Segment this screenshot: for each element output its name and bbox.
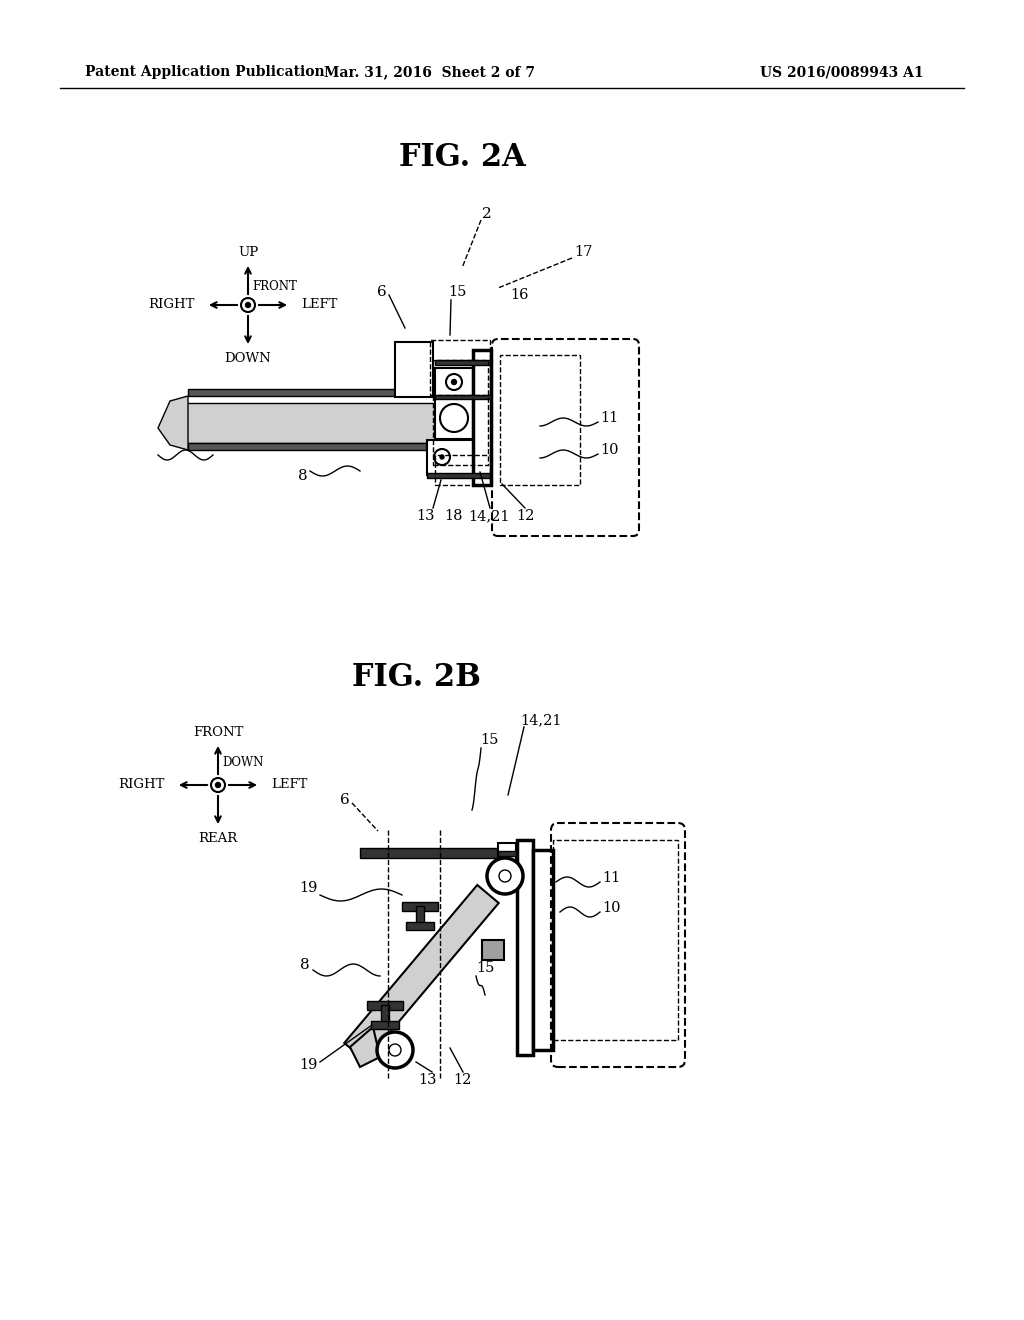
Text: Patent Application Publication: Patent Application Publication bbox=[85, 65, 325, 79]
FancyBboxPatch shape bbox=[517, 840, 534, 1055]
FancyBboxPatch shape bbox=[402, 902, 438, 911]
Text: 19: 19 bbox=[300, 880, 318, 895]
Circle shape bbox=[487, 858, 523, 894]
Text: 8: 8 bbox=[300, 958, 310, 972]
FancyBboxPatch shape bbox=[360, 847, 510, 858]
Text: 6: 6 bbox=[340, 793, 350, 807]
Text: RIGHT: RIGHT bbox=[148, 298, 195, 312]
Text: 10: 10 bbox=[600, 444, 618, 457]
Text: 14,21: 14,21 bbox=[468, 510, 510, 523]
Text: 16: 16 bbox=[510, 288, 528, 302]
Text: FRONT: FRONT bbox=[193, 726, 243, 739]
Text: 15: 15 bbox=[480, 733, 499, 747]
Text: 19: 19 bbox=[300, 1059, 318, 1072]
FancyBboxPatch shape bbox=[473, 350, 490, 484]
FancyBboxPatch shape bbox=[371, 1020, 399, 1030]
FancyBboxPatch shape bbox=[435, 395, 490, 399]
Circle shape bbox=[446, 374, 462, 389]
Text: US 2016/0089943 A1: US 2016/0089943 A1 bbox=[760, 65, 924, 79]
Circle shape bbox=[452, 380, 457, 384]
Text: Mar. 31, 2016  Sheet 2 of 7: Mar. 31, 2016 Sheet 2 of 7 bbox=[325, 65, 536, 79]
Text: 13: 13 bbox=[416, 510, 434, 523]
FancyBboxPatch shape bbox=[427, 473, 490, 478]
Text: 17: 17 bbox=[574, 246, 592, 259]
Text: 15: 15 bbox=[449, 285, 466, 300]
Text: 12: 12 bbox=[516, 510, 535, 523]
Text: DOWN: DOWN bbox=[222, 756, 263, 770]
FancyBboxPatch shape bbox=[406, 921, 434, 931]
FancyBboxPatch shape bbox=[381, 1005, 389, 1023]
Text: FIG. 2B: FIG. 2B bbox=[351, 663, 480, 693]
FancyBboxPatch shape bbox=[482, 940, 504, 960]
FancyBboxPatch shape bbox=[534, 850, 553, 1049]
Text: 13: 13 bbox=[419, 1073, 437, 1086]
Circle shape bbox=[389, 1044, 401, 1056]
FancyBboxPatch shape bbox=[435, 397, 473, 440]
FancyBboxPatch shape bbox=[427, 440, 482, 475]
Text: 8: 8 bbox=[298, 469, 308, 483]
Circle shape bbox=[440, 404, 468, 432]
Text: REAR: REAR bbox=[199, 833, 238, 846]
Text: 12: 12 bbox=[453, 1073, 471, 1086]
Circle shape bbox=[241, 298, 255, 312]
Polygon shape bbox=[350, 1027, 380, 1067]
FancyBboxPatch shape bbox=[395, 342, 433, 397]
Circle shape bbox=[246, 302, 251, 308]
Text: LEFT: LEFT bbox=[301, 298, 337, 312]
FancyBboxPatch shape bbox=[435, 368, 473, 396]
FancyBboxPatch shape bbox=[367, 1001, 403, 1010]
Text: 18: 18 bbox=[443, 510, 462, 523]
Text: LEFT: LEFT bbox=[271, 779, 307, 792]
Text: UP: UP bbox=[238, 247, 258, 260]
FancyBboxPatch shape bbox=[188, 444, 475, 450]
Text: 2: 2 bbox=[482, 207, 492, 220]
Text: DOWN: DOWN bbox=[224, 352, 271, 366]
Text: 6: 6 bbox=[377, 285, 387, 300]
Polygon shape bbox=[344, 884, 499, 1061]
Text: FRONT: FRONT bbox=[252, 281, 297, 293]
Circle shape bbox=[440, 455, 444, 459]
Text: 14,21: 14,21 bbox=[520, 713, 561, 727]
Text: 10: 10 bbox=[602, 902, 621, 915]
FancyBboxPatch shape bbox=[188, 389, 475, 396]
Circle shape bbox=[499, 870, 511, 882]
Text: 11: 11 bbox=[600, 411, 618, 425]
FancyBboxPatch shape bbox=[416, 906, 424, 924]
Text: FIG. 2A: FIG. 2A bbox=[398, 143, 525, 173]
Circle shape bbox=[377, 1032, 413, 1068]
FancyBboxPatch shape bbox=[435, 360, 490, 366]
FancyBboxPatch shape bbox=[498, 851, 520, 855]
Text: 15: 15 bbox=[476, 961, 495, 975]
Text: RIGHT: RIGHT bbox=[119, 779, 165, 792]
FancyBboxPatch shape bbox=[183, 403, 475, 444]
Text: 11: 11 bbox=[602, 871, 621, 884]
Circle shape bbox=[215, 783, 220, 788]
FancyBboxPatch shape bbox=[498, 843, 516, 873]
Polygon shape bbox=[158, 396, 188, 450]
Circle shape bbox=[434, 449, 450, 465]
Circle shape bbox=[211, 777, 225, 792]
